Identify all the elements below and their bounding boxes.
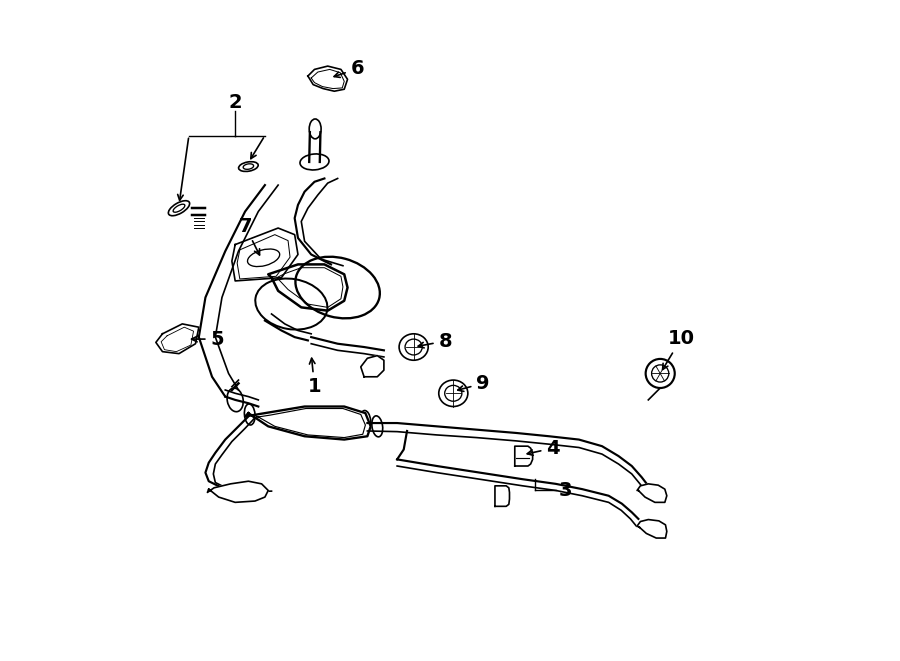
Text: 8: 8	[418, 332, 452, 350]
Ellipse shape	[300, 154, 329, 170]
Ellipse shape	[399, 334, 428, 360]
Text: 6: 6	[334, 59, 364, 78]
Ellipse shape	[227, 388, 243, 412]
Ellipse shape	[168, 201, 190, 215]
Polygon shape	[207, 481, 268, 502]
Ellipse shape	[238, 162, 258, 171]
Text: 5: 5	[192, 330, 224, 348]
Polygon shape	[156, 324, 199, 354]
Polygon shape	[515, 446, 533, 466]
Text: 9: 9	[458, 374, 490, 393]
Text: 4: 4	[527, 439, 560, 457]
Polygon shape	[245, 407, 371, 440]
Polygon shape	[637, 520, 667, 538]
Polygon shape	[495, 486, 509, 506]
Text: 3: 3	[559, 481, 572, 500]
Ellipse shape	[310, 119, 321, 139]
Text: 10: 10	[662, 329, 695, 369]
Polygon shape	[637, 484, 667, 502]
Text: 2: 2	[229, 93, 242, 112]
Text: 1: 1	[308, 358, 321, 396]
Polygon shape	[361, 356, 384, 377]
Ellipse shape	[439, 380, 468, 407]
Text: 7: 7	[238, 217, 259, 255]
Ellipse shape	[372, 416, 382, 437]
Ellipse shape	[645, 359, 675, 388]
